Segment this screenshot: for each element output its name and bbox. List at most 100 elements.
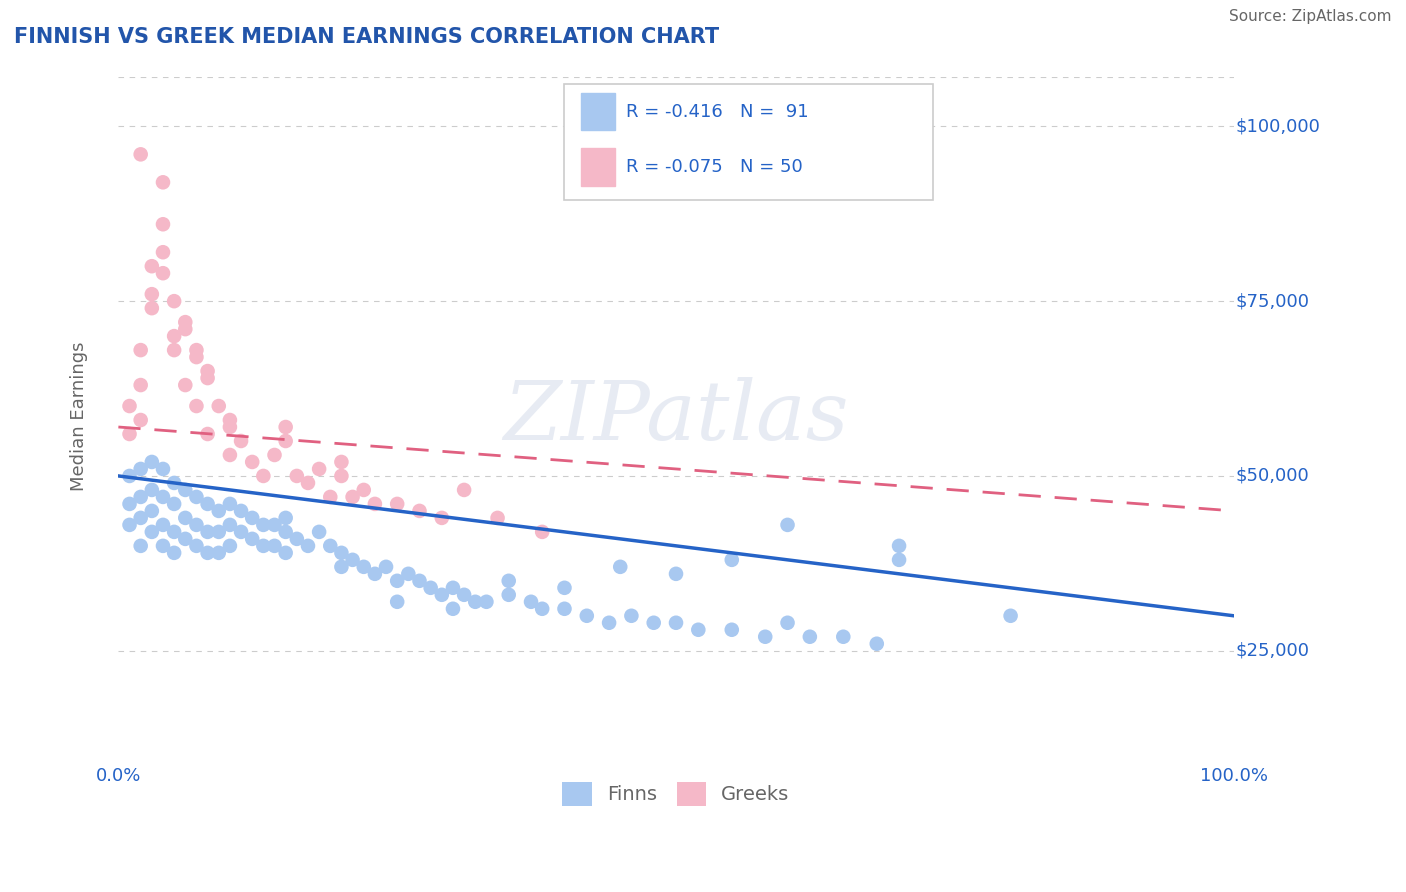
Point (129, 511, 152, 525)
Point (553, 581, 575, 595)
Point (219, 539, 242, 553)
Point (163, 294, 186, 309)
Text: $100,000: $100,000 (1236, 118, 1320, 136)
Point (129, 147, 152, 161)
Point (252, 469, 274, 483)
Point (152, 175, 174, 189)
Point (688, 623, 710, 637)
Point (152, 217, 174, 231)
Point (263, 539, 285, 553)
Point (430, 511, 453, 525)
Point (118, 427, 141, 442)
Point (353, 483, 375, 497)
Point (776, 517, 799, 532)
Point (498, 574, 520, 588)
Point (197, 427, 219, 442)
Point (141, 504, 163, 518)
Point (186, 343, 208, 357)
Point (430, 588, 453, 602)
Point (531, 601, 554, 615)
Text: $50,000: $50,000 (1236, 467, 1309, 485)
Point (441, 581, 464, 595)
Point (219, 497, 242, 511)
Point (330, 559, 353, 574)
Point (174, 511, 197, 525)
Point (186, 490, 208, 504)
Point (274, 524, 297, 539)
Point (520, 595, 543, 609)
Point (441, 601, 464, 615)
Point (197, 371, 219, 385)
Point (866, 637, 889, 651)
Point (129, 378, 152, 392)
Point (174, 322, 197, 336)
Point (274, 546, 297, 560)
Point (799, 630, 821, 644)
Text: $75,000: $75,000 (1236, 293, 1310, 310)
Point (720, 553, 742, 567)
Legend: Finns, Greeks: Finns, Greeks (554, 774, 797, 814)
Point (197, 364, 219, 378)
Point (129, 490, 152, 504)
Point (342, 490, 364, 504)
Point (208, 524, 231, 539)
Point (263, 448, 285, 462)
Point (720, 623, 742, 637)
Point (152, 245, 174, 260)
Point (274, 434, 297, 448)
Point (464, 595, 486, 609)
Point (118, 469, 141, 483)
Point (531, 524, 554, 539)
Point (643, 615, 665, 630)
Point (385, 595, 408, 609)
Point (229, 504, 252, 518)
Point (453, 588, 475, 602)
Point (776, 615, 799, 630)
Point (219, 413, 242, 427)
Point (330, 469, 353, 483)
Point (308, 462, 330, 476)
Point (129, 539, 152, 553)
Point (229, 434, 252, 448)
Point (575, 608, 598, 623)
Text: Median Earnings: Median Earnings (70, 342, 89, 491)
Point (240, 455, 263, 469)
Point (152, 266, 174, 280)
Point (263, 517, 285, 532)
Point (598, 615, 620, 630)
Point (297, 539, 319, 553)
Point (141, 259, 163, 273)
Bar (581, 148, 614, 186)
Point (553, 601, 575, 615)
Point (129, 462, 152, 476)
Point (342, 553, 364, 567)
Point (152, 539, 174, 553)
Point (274, 420, 297, 434)
Point (832, 630, 855, 644)
Point (208, 504, 231, 518)
Point (887, 553, 910, 567)
Point (163, 343, 186, 357)
Point (364, 566, 387, 581)
Point (665, 566, 688, 581)
Point (408, 574, 430, 588)
Text: Source: ZipAtlas.com: Source: ZipAtlas.com (1229, 9, 1392, 24)
Point (152, 490, 174, 504)
Point (163, 524, 186, 539)
Point (186, 517, 208, 532)
Point (219, 420, 242, 434)
Point (186, 539, 208, 553)
Point (163, 475, 186, 490)
Point (186, 350, 208, 364)
Point (285, 469, 308, 483)
Point (308, 524, 330, 539)
Point (118, 497, 141, 511)
Bar (581, 93, 614, 130)
Point (385, 574, 408, 588)
Point (208, 399, 231, 413)
Point (319, 490, 342, 504)
Point (208, 546, 231, 560)
Point (319, 539, 342, 553)
Point (396, 566, 419, 581)
Point (186, 399, 208, 413)
